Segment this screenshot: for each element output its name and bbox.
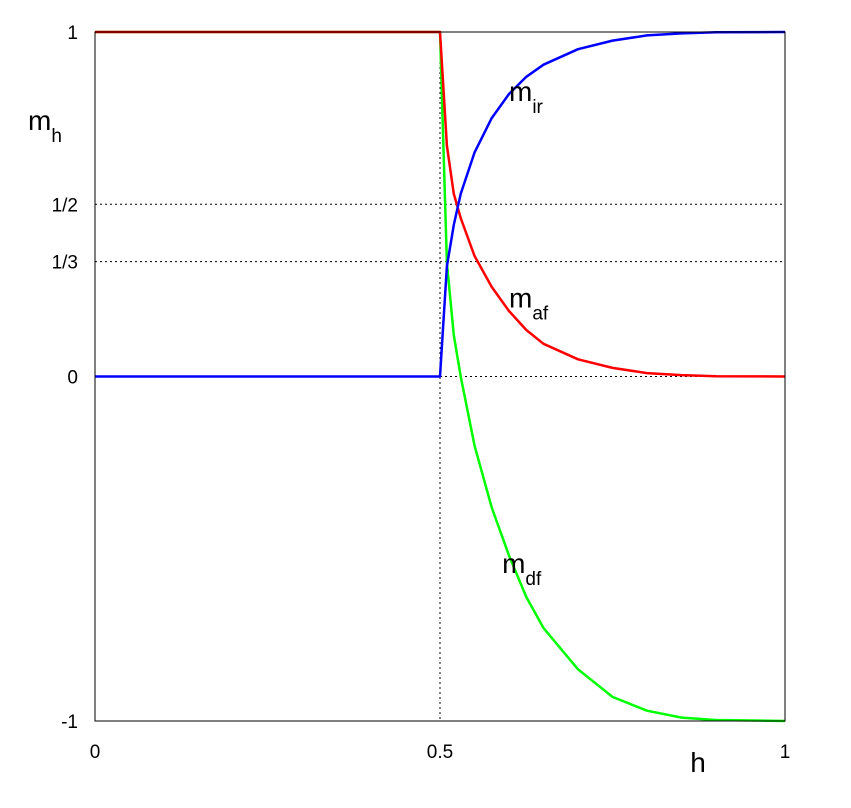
y-tick-label-2: 1/3 [52, 253, 78, 274]
y-axis-label-sub: h [51, 126, 62, 147]
series-label-sub: df [525, 569, 542, 590]
series-line-m_af [95, 30, 786, 378]
series-label-sub: ir [532, 97, 543, 118]
y-tick-label-3: 1/2 [52, 195, 78, 216]
y-axis-label-base: m [28, 105, 51, 136]
x-tick-label-1: 0.5 [427, 742, 453, 763]
plot-frame [94, 31, 786, 722]
y-tick-label-0: -1 [61, 712, 78, 733]
series-label-m_df: mdf [502, 548, 542, 590]
series-line-m_df [95, 30, 786, 723]
series-label-base: m [509, 283, 532, 314]
y-axis-label: mh [28, 105, 62, 147]
series-line-m_ir [95, 30, 786, 378]
y-tick-label-4: 1 [67, 23, 78, 44]
series-label-m_af: maf [509, 283, 549, 325]
series-lines [95, 30, 786, 723]
y-tick-labels: -1 0 1/3 1/2 1 [52, 23, 78, 733]
x-tick-label-2: 1 [780, 742, 791, 763]
x-tick-labels: 0 0.5 1 [90, 742, 791, 763]
y-tick-label-1: 0 [67, 368, 78, 389]
series-label-base: m [502, 548, 525, 579]
x-axis-label: h [690, 747, 706, 778]
series-label-base: m [509, 76, 532, 107]
series-label-sub: af [532, 304, 549, 325]
x-tick-label-0: 0 [90, 742, 101, 763]
series-label-m_ir: mir [509, 76, 544, 118]
